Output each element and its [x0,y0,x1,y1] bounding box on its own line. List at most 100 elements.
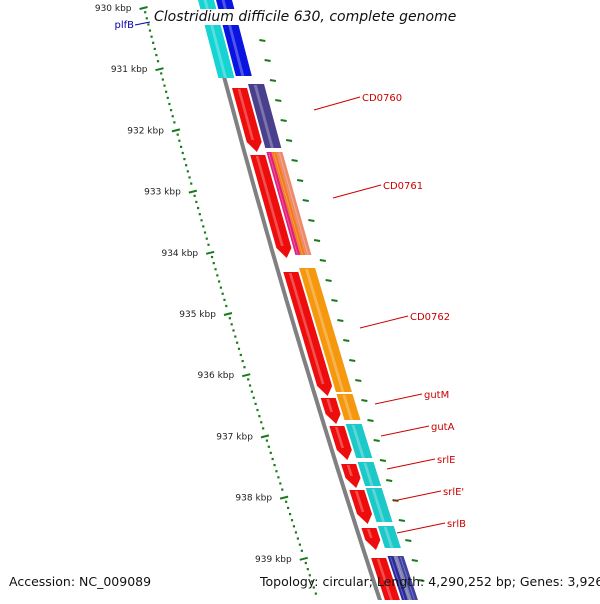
track-tick [275,99,282,102]
gene-gloss [371,489,385,522]
track-tick [343,339,350,342]
track-tick [259,39,266,42]
gene-gloss [288,273,325,384]
scale-tick-minor [279,482,282,485]
gene-CD0762-left [283,272,333,396]
scale-tick-minor [205,237,208,240]
gene-CD0760-right [248,84,282,148]
track-tick [361,399,368,402]
scale-tick-label: 930 kbp [95,4,132,14]
track-tick [269,79,277,82]
scale-tick-minor [234,335,237,338]
scale-tick-minor [161,78,164,81]
scale-tick-minor [147,23,150,26]
gene-label-CD0762: CD0762 [410,312,450,323]
scale-tick-minor [169,109,173,112]
scale-tick-minor [210,255,214,259]
genome-summary-label: Topology: circular; Length: 4,290,252 bp… [260,574,600,589]
scale-tick-minor [300,549,303,552]
scale-tick-minor [198,213,201,216]
gene-leader-line-gutM [374,393,423,405]
map-title: Clostridium difficile 630, complete geno… [152,9,459,25]
scale-tick-minor [203,231,207,234]
scale-tick-minor [165,90,168,93]
scale-tick-minor [221,292,224,295]
gene-gloss [376,559,395,604]
scale-tick-minor [277,476,280,479]
gene-CD0761-right-c [276,152,312,255]
scale-tick-major [171,128,181,133]
gene-gloss [383,527,394,548]
track-tick [411,559,418,562]
gene-label-srlB: srlB [447,519,466,530]
gene-gloss [342,395,353,420]
gene-gloss [278,153,309,255]
gene-gutA-right [345,424,373,458]
scale-tick-minor [269,451,272,454]
gene-gloss [268,153,298,255]
gene-gutA-left [329,426,352,460]
gene-CD0761-right-a [266,152,301,255]
scale-tick-major [241,373,251,378]
scale-tick-minor [260,421,263,424]
scale-tick-minor [168,102,171,106]
track-tick [319,259,326,262]
gene-gloss [255,156,284,246]
scale-tick-label: 931 kbp [111,65,148,75]
scale-tick-minor [188,176,191,179]
track-tick [379,459,387,462]
scale-tick-minor [156,60,160,63]
scale-tick-label: 938 kbp [235,494,272,504]
gene-label-plfB: plfB [114,20,134,31]
scale-tick-minor [181,151,184,155]
scale-tick-minor [228,317,231,320]
scale-tick-minor [285,500,288,503]
scale-tick-minor [248,384,252,387]
scale-tick-minor [223,298,226,301]
scale-tick-minor [144,11,147,14]
gene-CD0762-right [299,268,352,392]
gene-next-right-b [393,556,414,604]
scale-tick-minor [150,35,153,38]
scale-tick-minor [232,329,235,332]
scale-tick-minor [312,586,315,589]
scale-tick-minor [306,568,309,571]
gene-gloss [305,269,345,392]
scale-tick-minor [218,280,221,283]
gene-leader-line-CD0762 [359,315,409,329]
gene-leader-line-srlB [396,522,446,534]
gene-label-srlE-prime: srlE' [443,487,464,498]
scale-tick-minor [304,561,307,565]
scale-tick-minor [185,164,188,167]
scale-tick-minor [314,592,317,595]
scale-tick-minor [310,580,313,583]
gene-leader-line-plfB [134,21,151,26]
track-tick [302,199,309,202]
scale-tick-minor [219,286,222,289]
scale-tick-minor [155,53,158,57]
gene-next-right-a [387,556,410,604]
scale-tick-minor [298,543,301,546]
scale-tick-label: 937 kbp [216,432,253,442]
scale-tick-minor [173,121,176,124]
scale-tick-minor [153,47,156,51]
gene-leader-line-srlE-prime [392,490,442,502]
gene-gloss [389,557,407,604]
track-tick [398,519,406,522]
gene-gutM-right [336,394,361,420]
track-tick [355,379,362,382]
scale-tick-minor [237,347,241,350]
scale-tick-minor [202,225,205,228]
scale-tick-minor [148,29,152,32]
scale-tick-major [299,556,308,561]
gene-srlE-left [341,464,361,488]
scale-tick-major [205,250,215,255]
scale-tick-minor [275,470,278,473]
track-tick [285,139,293,142]
gene-CD0761-right-b [271,152,306,255]
track-tick [313,239,321,242]
gene-label-CD0761: CD0761 [383,181,423,192]
scale-tick-minor [236,341,239,344]
scale-tick-minor [216,274,219,277]
